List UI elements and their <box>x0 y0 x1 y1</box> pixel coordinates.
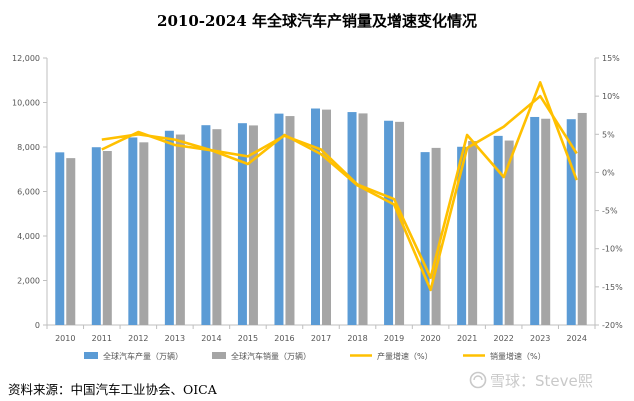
sales-bar <box>139 142 149 325</box>
production-bar <box>237 123 247 325</box>
x-axis-tick-label: 2019 <box>384 334 404 343</box>
x-axis-tick-label: 2024 <box>567 334 587 343</box>
right-axis-tick-label: 0% <box>602 168 615 177</box>
production-bar <box>311 108 320 325</box>
production-bar <box>164 130 174 325</box>
sales-bar <box>358 113 368 325</box>
production-bar <box>530 116 540 326</box>
x-axis-tick-label: 2016 <box>274 334 294 343</box>
right-axis-tick-label: -10% <box>602 245 623 254</box>
production-bar <box>201 125 211 325</box>
x-axis-tick-label: 2021 <box>457 334 477 343</box>
x-axis-tick-label: 2012 <box>128 334 148 343</box>
right-axis-tick-label: 15% <box>602 54 620 63</box>
x-axis-tick-label: 2017 <box>311 334 331 343</box>
x-axis-tick-label: 2013 <box>165 334 185 343</box>
sales-bar <box>395 121 405 325</box>
left-axis-tick-label: 2,000 <box>17 277 40 286</box>
watermark: 雪球：Steve熙 <box>469 371 593 390</box>
left-axis-tick-label: 12,000 <box>12 54 40 63</box>
sales-bar <box>322 109 331 326</box>
right-axis-tick-label: -5% <box>602 207 618 216</box>
x-axis-tick-label: 2015 <box>238 334 258 343</box>
legend-sales-label: 全球汽车销量（万辆） <box>231 351 311 361</box>
left-axis-tick-label: 0 <box>35 321 40 330</box>
sales-bar <box>541 118 551 326</box>
production-bar <box>55 152 65 325</box>
right-axis-tick-label: 5% <box>602 130 615 139</box>
sales-growth-line <box>101 81 578 280</box>
production-bar <box>493 135 503 325</box>
legend-sales-swatch <box>212 352 226 359</box>
source-note: 资料来源：中国汽车工业协会、OICA <box>8 382 218 397</box>
sales-bar <box>431 147 441 325</box>
production-bar <box>274 113 284 325</box>
production-bar <box>566 119 576 325</box>
left-axis-tick-label: 10,000 <box>12 99 40 108</box>
watermark-logo-mark <box>473 375 483 381</box>
legend-production-label: 全球汽车产量（万辆） <box>103 351 183 361</box>
production-bar <box>384 120 394 326</box>
x-axis-tick-label: 2014 <box>201 334 221 343</box>
chart-title: 2010-2024 年全球汽车产销量及增速变化情况 <box>157 12 477 30</box>
x-axis-tick-label: 2011 <box>92 334 112 343</box>
sales-bar <box>66 158 76 325</box>
right-axis-tick-label: -20% <box>602 321 623 330</box>
watermark-logo-icon <box>469 371 487 389</box>
sales-bar <box>577 112 587 326</box>
production-growth-line <box>101 94 578 292</box>
production-bar <box>420 152 430 325</box>
watermark-text: 雪球：Steve熙 <box>490 372 593 390</box>
sales-bar <box>248 125 258 325</box>
legend-production-swatch <box>84 352 98 359</box>
legend-production-growth-label: 产量增速（%） <box>377 351 433 361</box>
production-bar <box>128 137 138 325</box>
x-axis-tick-label: 2020 <box>420 334 440 343</box>
left-axis-tick-label: 4,000 <box>17 232 40 241</box>
sales-bar <box>212 129 222 325</box>
right-axis-tick-label: 10% <box>602 92 620 101</box>
left-axis-tick-label: 6,000 <box>17 188 40 197</box>
right-axis-tick-label: -15% <box>602 283 623 292</box>
sales-bar <box>175 134 185 325</box>
production-bar <box>457 146 467 325</box>
sales-bar <box>102 151 112 325</box>
left-axis-tick-label: 8,000 <box>17 143 40 152</box>
x-axis-tick-label: 2023 <box>530 334 550 343</box>
x-axis-tick-label: 2022 <box>493 334 513 343</box>
x-axis-tick-label: 2018 <box>347 334 367 343</box>
sales-bar <box>285 116 295 325</box>
sales-bar <box>504 140 514 325</box>
production-bar <box>347 112 357 325</box>
x-axis-tick-label: 2010 <box>55 334 75 343</box>
production-bar <box>91 147 101 325</box>
sales-bar <box>468 140 478 325</box>
legend-sales-growth-label: 销量增速（%） <box>490 351 546 361</box>
